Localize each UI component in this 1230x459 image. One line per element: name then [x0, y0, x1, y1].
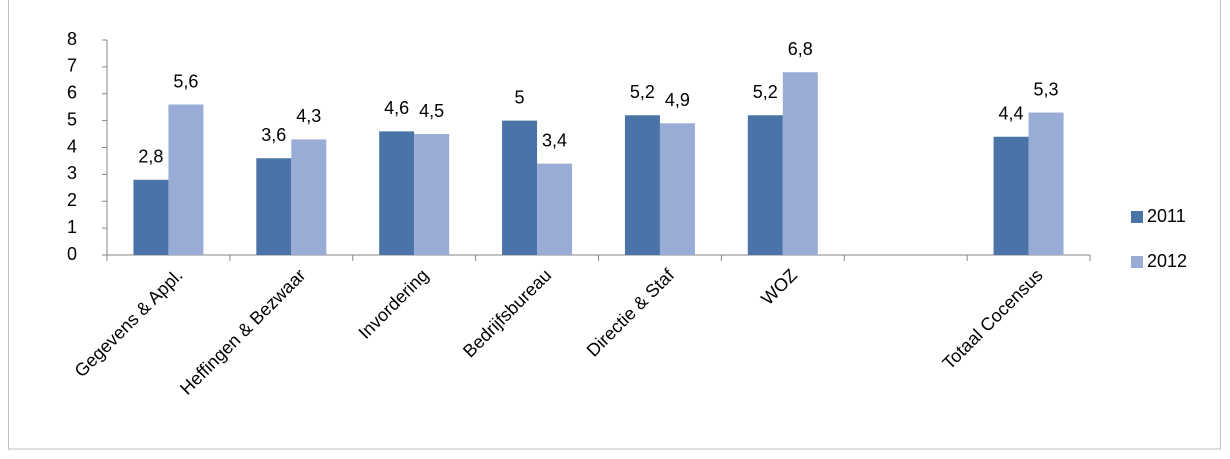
y-tick-label: 0 — [67, 244, 77, 264]
bar — [291, 139, 327, 255]
y-tick-label: 2 — [67, 190, 77, 210]
x-tick-label: WOZ — [757, 265, 801, 309]
x-tick-label: Directie & Staf — [583, 264, 679, 360]
data-label: 2,8 — [138, 147, 163, 167]
data-label: 3,4 — [542, 130, 567, 150]
bar — [782, 72, 818, 255]
x-tick-label: Invordering — [355, 265, 433, 343]
x-tick-label: Gegevens & Appl. — [71, 265, 187, 381]
y-tick-label: 8 — [67, 29, 77, 49]
bar — [537, 163, 573, 255]
legend-label: 2011 — [1147, 206, 1186, 226]
bar — [747, 115, 783, 255]
bar — [414, 134, 450, 255]
y-tick-label: 5 — [67, 109, 77, 129]
data-label: 4,3 — [296, 106, 321, 126]
x-tick-label: Totaal Cocensus — [939, 265, 1047, 373]
legend-swatch — [1131, 256, 1143, 268]
data-label: 4,5 — [419, 101, 444, 121]
bar — [256, 158, 292, 255]
bar — [659, 123, 695, 255]
data-label: 4,4 — [999, 104, 1024, 124]
y-tick-label: 3 — [67, 163, 77, 183]
x-tick-label: Bedrijfsbureau — [459, 265, 555, 361]
legend-label: 2012 — [1147, 251, 1187, 271]
x-tick-label: Heffingen & Bezwaar — [176, 265, 309, 398]
chart-frame — [8, 0, 1221, 450]
data-label: 6,8 — [788, 39, 813, 59]
data-label: 4,6 — [384, 98, 409, 118]
y-tick-label: 6 — [67, 83, 77, 103]
data-label: 5,6 — [173, 71, 198, 91]
bar — [502, 120, 538, 255]
y-tick-label: 7 — [67, 56, 77, 76]
data-label: 5,2 — [753, 82, 778, 102]
bar — [993, 136, 1029, 255]
bar — [379, 131, 415, 255]
legend-swatch — [1131, 211, 1143, 223]
bar — [624, 115, 660, 255]
data-label: 3,6 — [261, 125, 286, 145]
y-tick-label: 1 — [67, 217, 77, 237]
data-label: 4,9 — [665, 90, 690, 110]
data-label: 5,3 — [1034, 79, 1059, 99]
bar — [133, 179, 169, 255]
y-tick-label: 4 — [67, 136, 77, 156]
data-label: 5 — [515, 87, 525, 107]
data-label: 5,2 — [630, 82, 655, 102]
bar — [168, 104, 204, 255]
bar — [1028, 112, 1064, 255]
